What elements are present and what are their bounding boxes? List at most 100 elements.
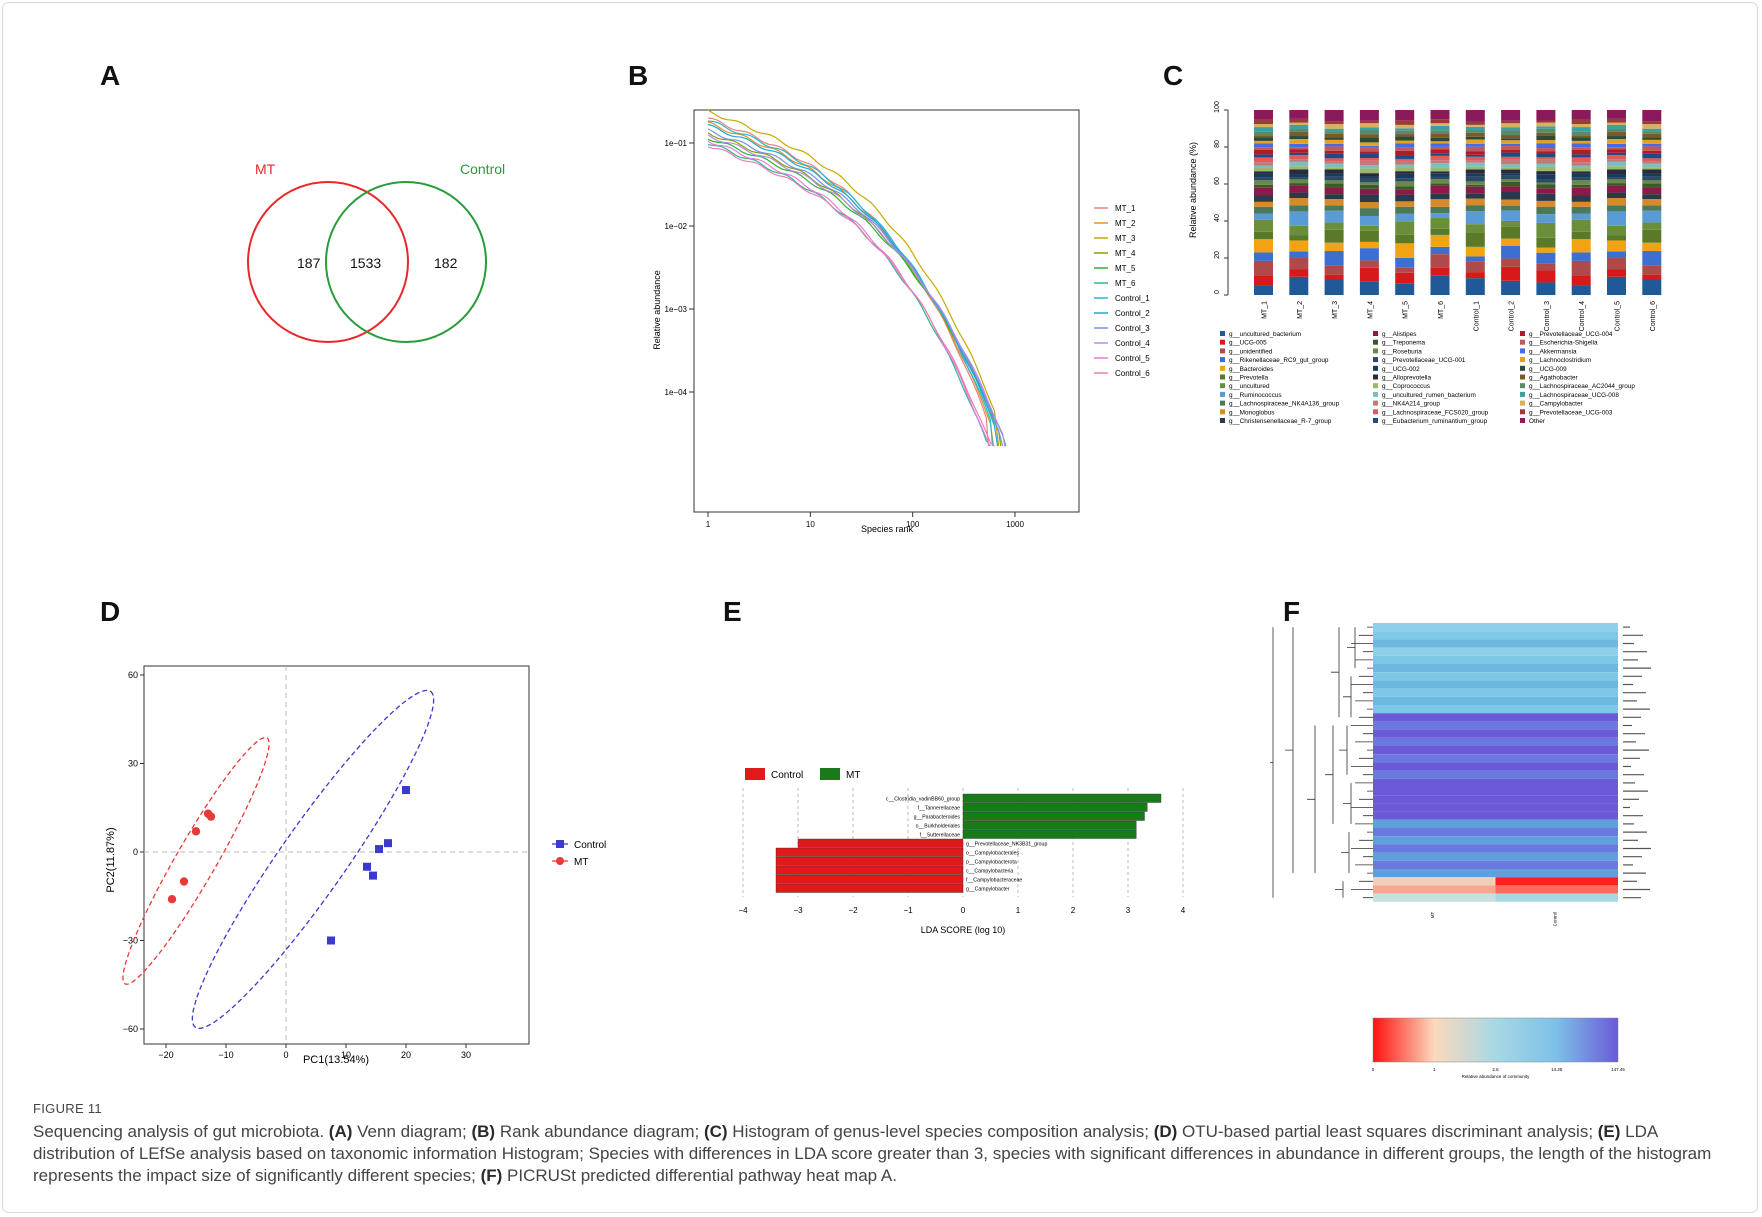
composition-bar-segment <box>1395 147 1415 151</box>
pca-y-tick-label: −60 <box>123 1024 138 1034</box>
composition-bar-segment <box>1642 137 1662 140</box>
pca-legend-marker <box>556 857 564 865</box>
composition-bar-segment <box>1465 256 1485 262</box>
composition-legend-swatch <box>1373 409 1378 415</box>
composition-legend-swatch <box>1220 374 1225 380</box>
composition-bar-segment <box>1254 167 1273 172</box>
composition-bar-segment <box>1465 278 1485 295</box>
composition-bar-segment <box>1430 275 1450 295</box>
heatmap-cell <box>1373 639 1496 648</box>
composition-bar-segment <box>1642 133 1662 138</box>
composition-bar-segment <box>1430 206 1450 214</box>
composition-bar-segment <box>1289 179 1309 184</box>
heatmap-cell <box>1495 844 1618 853</box>
composition-bar-segment <box>1395 167 1415 172</box>
pca-legend-marker <box>556 840 564 848</box>
heatmap-cell <box>1373 860 1496 869</box>
composition-bar-segment <box>1536 135 1556 141</box>
composition-bar-segment <box>1536 171 1556 175</box>
lefse-bar-label: o__Campylobacterales <box>966 851 1019 857</box>
composition-bar-segment <box>1289 149 1309 153</box>
lefse-x-tick-label: 0 <box>961 906 966 915</box>
composition-bar-segment <box>1289 192 1309 199</box>
composition-bar-segment <box>1359 184 1379 189</box>
composition-bar-segment <box>1607 118 1626 123</box>
heatmap-cell <box>1373 869 1496 878</box>
lefse-bar-mt <box>962 829 1137 839</box>
composition-bar-segment <box>1430 133 1450 138</box>
rank-legend-label: Control_2 <box>1115 309 1150 318</box>
composition-legend-label: g__Christensenellaceae_R-7_group <box>1229 418 1332 425</box>
pca-point-mt <box>206 812 216 821</box>
composition-legend-swatch <box>1520 383 1525 389</box>
heatmap-cell <box>1373 819 1496 828</box>
lefse-chart: −4 −3 −2 −1 0 1 2 3 4 Control MT c__Clostridia_vadi… <box>738 768 1186 935</box>
composition-bar-segment <box>1607 211 1626 226</box>
heatmap-cell <box>1495 869 1618 878</box>
lefse-x-tick-label: −2 <box>848 906 858 915</box>
composition-bar-segment <box>1324 133 1344 138</box>
lefse-bar-control <box>775 874 964 884</box>
composition-bar-segment <box>1642 169 1662 174</box>
pca-point-control <box>327 936 335 945</box>
composition-legend-label: g__unidentified <box>1229 348 1273 355</box>
composition-bar-segment <box>1289 118 1309 123</box>
composition-legend-label: g__Prevotellaceae_UCG-001 <box>1382 357 1466 364</box>
composition-bar-segment <box>1254 124 1273 128</box>
heatmap-cell <box>1495 631 1618 640</box>
venn-count-mt-only: 187 <box>297 255 321 271</box>
composition-bar-segment <box>1254 184 1273 188</box>
composition-bar-segment <box>1571 260 1591 276</box>
composition-bar-segment <box>1254 260 1273 276</box>
composition-bar-segment <box>1571 149 1591 155</box>
composition-bar-segment <box>1501 140 1521 144</box>
heatmap-cell <box>1495 877 1618 886</box>
composition-bar-segment <box>1642 242 1662 252</box>
caption-text-a: Venn diagram; <box>352 1122 472 1141</box>
composition-legend-label: g__Lachnospiraceae_NK4A136_group <box>1229 401 1340 408</box>
composition-bar-segment <box>1395 173 1415 179</box>
pca-point-control <box>375 845 383 854</box>
caption-text-c: Histogram of genus-level species composi… <box>727 1122 1154 1141</box>
composition-bar-segment <box>1254 137 1273 141</box>
composition-legend-label: g__Alistipes <box>1382 331 1416 338</box>
composition-bar-segment <box>1395 206 1415 214</box>
heatmap-cell <box>1373 811 1496 820</box>
lefse-legend-swatch <box>745 768 765 780</box>
composition-bar-segment <box>1607 185 1626 193</box>
composition-bar-segment <box>1359 281 1379 295</box>
rank-legend-label: MT_5 <box>1115 264 1136 273</box>
composition-legend-swatch <box>1220 383 1225 389</box>
composition-bar-segment <box>1465 181 1485 185</box>
composition-bar-segment <box>1430 183 1450 186</box>
composition-bar-segment <box>1359 202 1379 209</box>
composition-bar-segment <box>1430 163 1450 168</box>
composition-bar-segment <box>1395 272 1415 284</box>
composition-bar-segment <box>1430 119 1450 124</box>
composition-bar-segment <box>1324 265 1344 275</box>
composition-bar-segment <box>1642 229 1662 243</box>
composition-bar-segment <box>1324 128 1344 132</box>
composition-bar-segment <box>1465 186 1485 194</box>
composition-legend-swatch <box>1220 348 1225 354</box>
composition-bar-segment <box>1254 173 1273 178</box>
pca-plot-area <box>143 665 530 1045</box>
lefse-bar-mt <box>962 793 1162 803</box>
composition-sample-label: Control_1 <box>1473 301 1480 331</box>
pca-x-tick-label: 10 <box>341 1050 351 1060</box>
composition-sample-label: MT_3 <box>1332 301 1339 319</box>
composition-bar-segment <box>1642 199 1662 206</box>
composition-bar-segment <box>1536 174 1556 180</box>
panel-label-a: A <box>100 60 121 91</box>
composition-bar-segment <box>1607 147 1626 150</box>
composition-bar-segment <box>1324 163 1344 168</box>
composition-bar-segment <box>1289 177 1309 180</box>
heatmap-cell <box>1373 754 1496 763</box>
composition-bar-segment <box>1465 126 1485 131</box>
composition-bar-segment <box>1324 169 1344 174</box>
composition-bar-segment <box>1536 270 1556 283</box>
rank-x-tick-label: 1000 <box>1006 520 1024 529</box>
composition-bar-segment <box>1359 158 1379 161</box>
composition-bar-segment <box>1395 134 1415 137</box>
composition-bar-segment <box>1430 267 1450 276</box>
